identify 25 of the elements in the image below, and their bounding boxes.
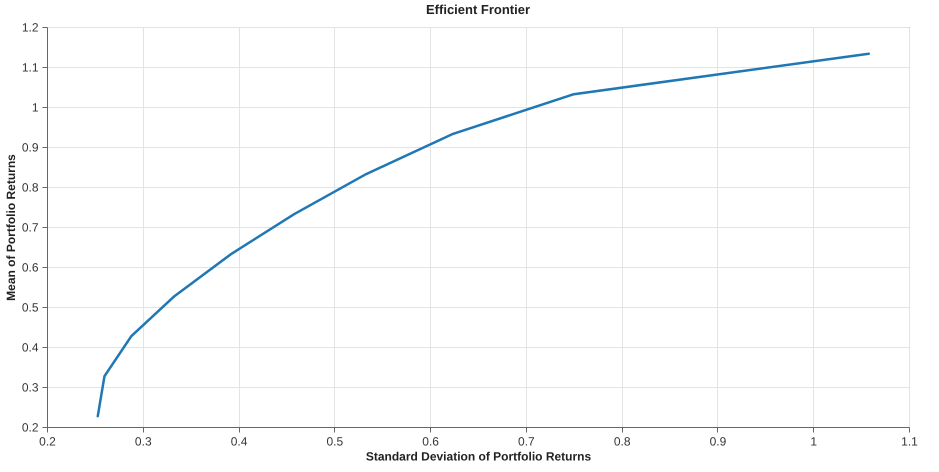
y-tick-label: 1.1 xyxy=(22,60,39,74)
y-tick-label: 0.8 xyxy=(22,180,39,194)
y-tick-label: 0.9 xyxy=(22,140,39,154)
y-tick-label: 0.4 xyxy=(22,340,39,354)
y-tick-label: 1.2 xyxy=(22,20,39,34)
x-tick-label: 0.4 xyxy=(230,434,248,448)
y-tick-label: 1 xyxy=(32,100,39,114)
x-tick-label: 1.1 xyxy=(901,434,918,448)
x-tick-label: 0.9 xyxy=(710,434,727,448)
y-axis-title: Mean of Portfolio Returns xyxy=(4,154,18,301)
y-tick-label: 0.5 xyxy=(22,300,39,314)
x-axis-title: Standard Deviation of Portfolio Returns xyxy=(366,450,592,464)
y-tick-label: 0.3 xyxy=(22,380,39,394)
x-tick-label: 0.6 xyxy=(422,434,440,448)
y-tick-label: 0.6 xyxy=(22,260,39,274)
x-tick-label: 0.3 xyxy=(134,434,152,448)
line-series xyxy=(96,52,870,418)
x-tick-label: 0.5 xyxy=(326,434,344,448)
chart-title: Efficient Frontier xyxy=(426,2,530,17)
y-tick-label: 0.2 xyxy=(22,420,39,434)
x-tick-label: 0.8 xyxy=(614,434,631,448)
y-tick-label: 0.7 xyxy=(22,220,39,234)
x-tick-label: 1 xyxy=(810,434,818,448)
x-tick-label: 0.2 xyxy=(39,434,56,448)
x-tick-label: 0.7 xyxy=(518,434,536,448)
